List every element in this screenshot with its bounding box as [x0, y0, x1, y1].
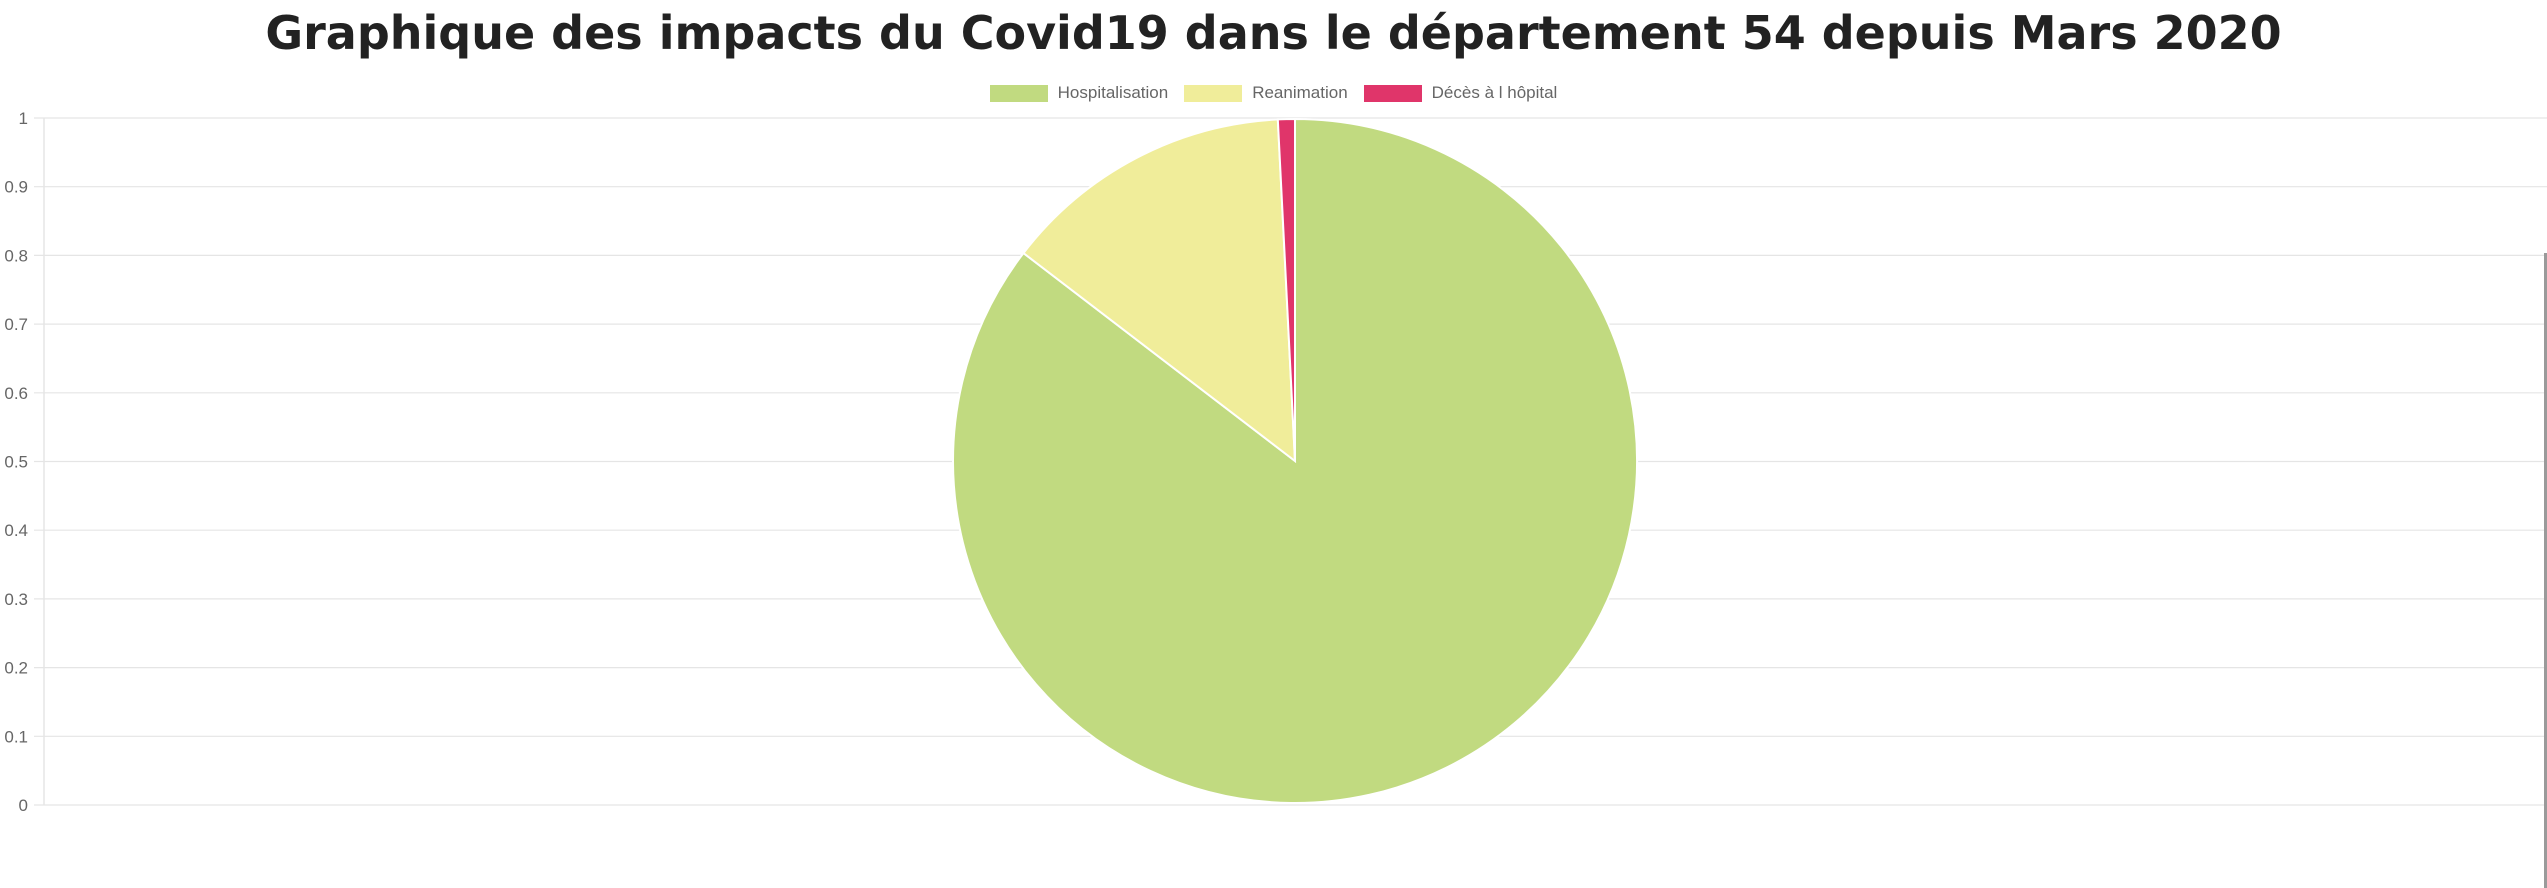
pie-slice-deces[interactable] [1276, 117, 1296, 462]
pie-slice-reanimation[interactable] [1022, 118, 1297, 464]
y-tick-label: 0.1 [4, 727, 28, 746]
legend-label-hospitalisation: Hospitalisation [1057, 83, 1169, 102]
scrollbar-edge[interactable] [2544, 253, 2547, 888]
legend-item-reanimation[interactable]: Reanimation [1184, 83, 1348, 103]
chart-title: Graphique des impacts du Covid19 dans le… [265, 6, 2282, 60]
legend-item-deces[interactable]: Décès à l hôpital [1363, 83, 1558, 103]
legend-item-hospitalisation[interactable]: Hospitalisation [989, 83, 1169, 103]
y-tick-label: 0.4 [4, 521, 28, 540]
legend-swatch-deces [1363, 84, 1422, 102]
grid-layer: 0 0.1 0.2 0.3 0.4 0.5 0.6 0.7 0.8 0.9 1 [4, 109, 2547, 815]
y-tick-label: 0.2 [4, 659, 28, 678]
y-tick-label: 0 [19, 796, 28, 815]
chart-legend: Hospitalisation Reanimation Décès à l hô… [0, 80, 2547, 106]
legend-swatch-hospitalisation [989, 84, 1048, 102]
y-tick-label: 0.7 [4, 315, 28, 334]
y-tick-label: 0.9 [4, 178, 28, 197]
legend-label-deces: Décès à l hôpital [1431, 83, 1558, 102]
y-tick-label: 0.5 [4, 453, 28, 472]
y-tick-label: 0.6 [4, 384, 28, 403]
legend-label-reanimation: Reanimation [1252, 83, 1348, 102]
y-tick-label: 0.8 [4, 246, 28, 265]
y-tick-label: 1 [19, 109, 28, 128]
y-tick-label: 0.3 [4, 590, 28, 609]
pie-layer [952, 117, 1638, 804]
legend-swatch-reanimation [1184, 84, 1243, 102]
